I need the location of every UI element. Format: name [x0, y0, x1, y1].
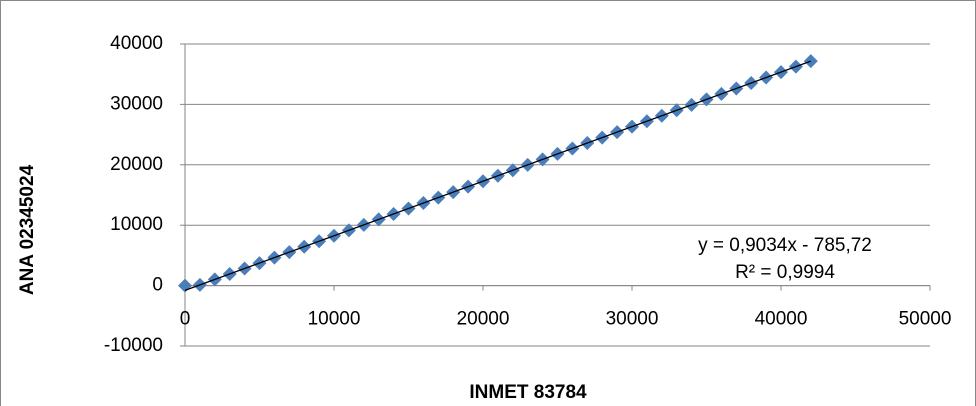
y-tick-label: 30000	[110, 93, 163, 114]
x-axis-title: INMET 83784	[469, 382, 587, 403]
x-tick-label: 30000	[606, 309, 659, 330]
x-tick-label: 50000	[899, 309, 952, 330]
x-tick-label: 10000	[308, 309, 361, 330]
y-axis-title: ANA 02345024	[17, 164, 38, 295]
trendline-r2: R² = 0,9994	[735, 262, 835, 283]
y-tick-label: 0	[152, 275, 163, 296]
x-tick-label: 40000	[755, 309, 808, 330]
x-tick-label: 20000	[457, 309, 510, 330]
trendline	[184, 60, 812, 291]
x-tick-label: 0	[180, 309, 191, 330]
y-tick-label: 20000	[110, 154, 163, 175]
y-tick-label: -10000	[104, 335, 163, 356]
trendline-equation: y = 0,9034x - 785,72	[698, 235, 872, 256]
y-tick-label: 10000	[110, 214, 163, 235]
y-tick-label: 40000	[110, 33, 163, 54]
